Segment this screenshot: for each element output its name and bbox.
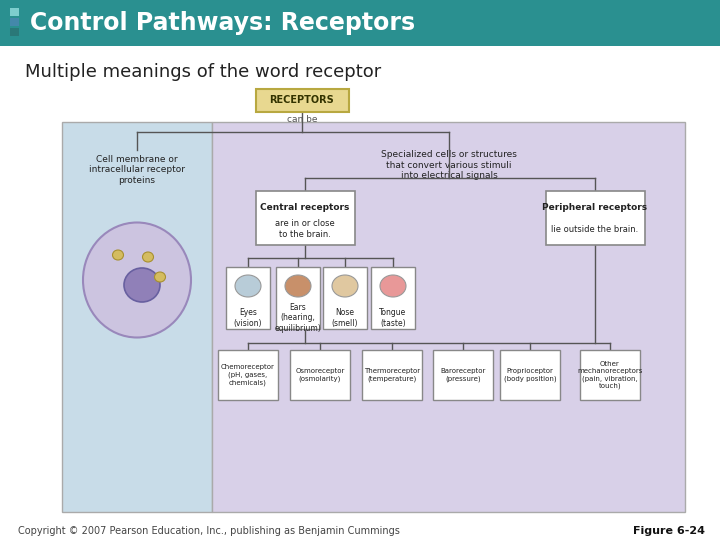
FancyBboxPatch shape — [500, 350, 560, 400]
Text: Eyes
(vision): Eyes (vision) — [234, 308, 262, 328]
FancyBboxPatch shape — [433, 350, 493, 400]
FancyBboxPatch shape — [323, 267, 367, 329]
FancyBboxPatch shape — [276, 267, 320, 329]
Ellipse shape — [155, 272, 166, 282]
Text: Osmoreceptor
(osmolarity): Osmoreceptor (osmolarity) — [295, 368, 345, 382]
Ellipse shape — [332, 275, 358, 297]
Bar — [212, 122, 685, 512]
FancyBboxPatch shape — [256, 191, 354, 245]
Text: Figure 6-24: Figure 6-24 — [633, 526, 705, 536]
Text: Other
mechanoreceptors
(pain, vibration,
touch): Other mechanoreceptors (pain, vibration,… — [577, 361, 643, 389]
Text: Specialized cells or structures
that convert various stimuli
into electrical sig: Specialized cells or structures that con… — [381, 150, 517, 180]
Text: Nose
(smell): Nose (smell) — [332, 308, 359, 328]
FancyBboxPatch shape — [546, 191, 644, 245]
Text: RECEPTORS: RECEPTORS — [269, 95, 334, 105]
FancyBboxPatch shape — [580, 350, 640, 400]
Ellipse shape — [235, 275, 261, 297]
Bar — [62, 122, 212, 512]
Text: Cell membrane or
intracellular receptor
proteins: Cell membrane or intracellular receptor … — [89, 155, 185, 185]
FancyBboxPatch shape — [226, 267, 270, 329]
Text: are in or close
to the brain.: are in or close to the brain. — [275, 219, 335, 239]
Bar — [10, 8, 19, 16]
Ellipse shape — [124, 268, 160, 302]
FancyBboxPatch shape — [218, 350, 278, 400]
FancyBboxPatch shape — [290, 350, 350, 400]
Ellipse shape — [83, 222, 191, 338]
Ellipse shape — [380, 275, 406, 297]
Text: Control Pathways: Receptors: Control Pathways: Receptors — [30, 11, 415, 35]
Text: Thermoreceptor
(temperature): Thermoreceptor (temperature) — [364, 368, 420, 382]
Text: Copyright © 2007 Pearson Education, Inc., publishing as Benjamin Cummings: Copyright © 2007 Pearson Education, Inc.… — [18, 526, 400, 536]
Text: Ears
(hearing,
equilibrium): Ears (hearing, equilibrium) — [274, 303, 321, 333]
Text: Proprioceptor
(body position): Proprioceptor (body position) — [504, 368, 557, 382]
Text: Central receptors: Central receptors — [261, 204, 350, 213]
Bar — [10, 28, 19, 36]
Text: Baroreceptor
(pressure): Baroreceptor (pressure) — [441, 368, 486, 382]
FancyBboxPatch shape — [362, 350, 422, 400]
Ellipse shape — [112, 250, 124, 260]
Text: Tongue
(taste): Tongue (taste) — [379, 308, 407, 328]
Text: Multiple meanings of the word receptor: Multiple meanings of the word receptor — [25, 63, 382, 81]
FancyBboxPatch shape — [371, 267, 415, 329]
Text: Chemoreceptor
(pH, gases,
chemicals): Chemoreceptor (pH, gases, chemicals) — [221, 364, 275, 386]
Text: Peripheral receptors: Peripheral receptors — [542, 204, 647, 213]
Text: can be: can be — [287, 116, 318, 125]
Ellipse shape — [285, 275, 311, 297]
Bar — [0, 0, 720, 46]
Bar — [10, 18, 19, 26]
Text: lie outside the brain.: lie outside the brain. — [552, 225, 639, 233]
FancyBboxPatch shape — [256, 89, 348, 111]
Ellipse shape — [143, 252, 153, 262]
